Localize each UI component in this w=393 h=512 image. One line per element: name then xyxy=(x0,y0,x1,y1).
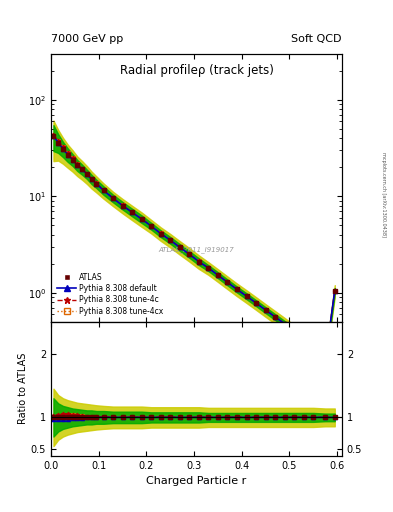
Legend: ATLAS, Pythia 8.308 default, Pythia 8.308 tune-4c, Pythia 8.308 tune-4cx: ATLAS, Pythia 8.308 default, Pythia 8.30… xyxy=(55,270,166,318)
Text: mcplots.cern.ch [arXiv:1300.0438]: mcplots.cern.ch [arXiv:1300.0438] xyxy=(381,152,386,237)
Text: 7000 GeV pp: 7000 GeV pp xyxy=(51,33,123,44)
Y-axis label: Ratio to ATLAS: Ratio to ATLAS xyxy=(18,353,28,424)
Text: Radial profileρ (track jets): Radial profileρ (track jets) xyxy=(119,65,274,77)
Text: ATLAS_2011_I919017: ATLAS_2011_I919017 xyxy=(159,246,234,253)
X-axis label: Charged Particle r: Charged Particle r xyxy=(146,476,247,486)
Text: Soft QCD: Soft QCD xyxy=(292,33,342,44)
